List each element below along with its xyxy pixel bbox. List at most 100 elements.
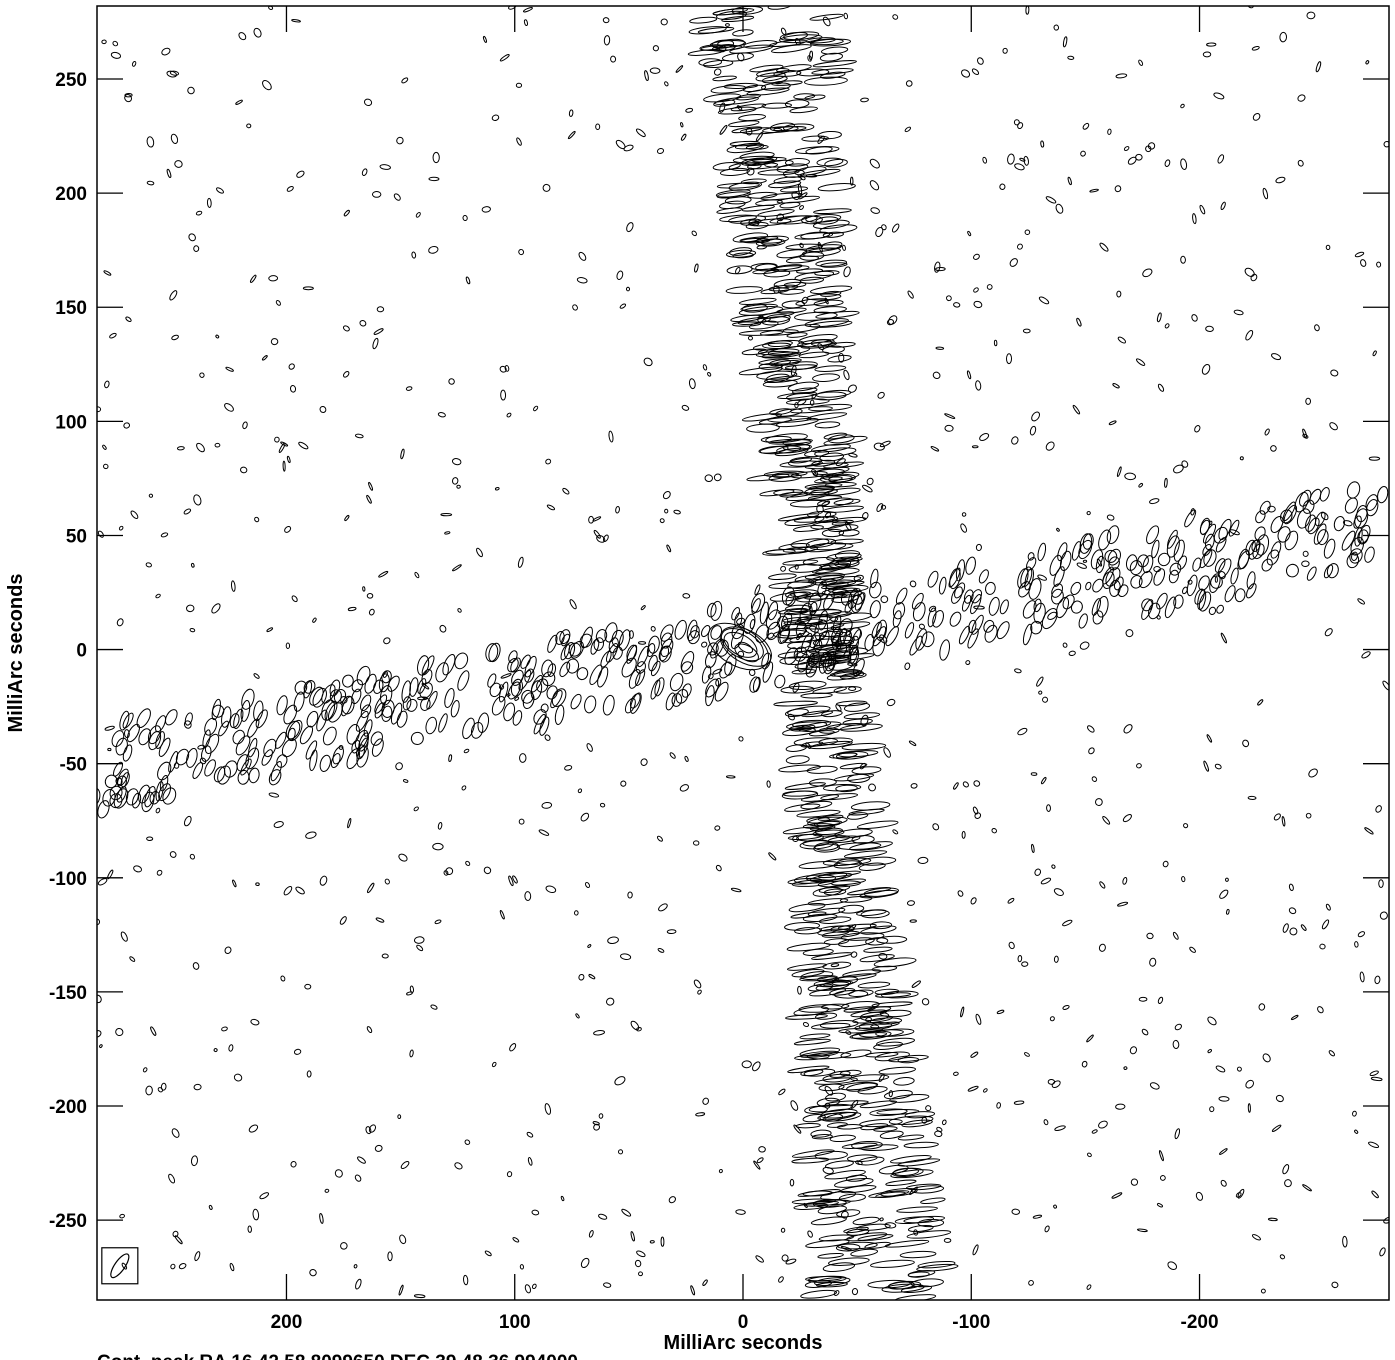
contour <box>363 719 373 737</box>
contour <box>817 1111 856 1121</box>
contour <box>562 487 570 495</box>
contour <box>555 630 565 645</box>
contour <box>681 404 690 411</box>
contour <box>1234 588 1246 603</box>
contour <box>514 696 520 701</box>
contour <box>338 744 344 750</box>
contour <box>773 70 802 77</box>
contour <box>438 713 448 733</box>
contour <box>680 122 684 128</box>
contour <box>697 26 735 34</box>
contour <box>814 365 847 372</box>
contour <box>109 793 123 809</box>
contour <box>1378 879 1384 888</box>
contour <box>1026 557 1037 571</box>
contour <box>716 207 743 214</box>
contour <box>208 1204 213 1210</box>
contour <box>1088 747 1095 755</box>
contour <box>463 1274 469 1286</box>
contour <box>860 97 869 103</box>
contour <box>521 689 534 704</box>
contour <box>881 224 887 231</box>
contour <box>761 238 783 246</box>
contour <box>1002 47 1008 54</box>
contour <box>247 1225 252 1233</box>
contour <box>107 869 114 880</box>
contour <box>807 1230 813 1238</box>
contour <box>650 679 661 700</box>
contour <box>1296 508 1311 529</box>
contour <box>439 624 447 633</box>
contour <box>901 1119 933 1128</box>
contour <box>1055 203 1064 214</box>
contour <box>971 445 979 449</box>
contour <box>796 632 802 641</box>
contour <box>1264 428 1270 436</box>
contour <box>125 316 132 323</box>
contour <box>509 1043 517 1052</box>
contour <box>1086 1284 1092 1290</box>
contour <box>342 371 350 378</box>
contour <box>1085 581 1092 591</box>
contour <box>668 1196 676 1204</box>
contour <box>1220 201 1226 211</box>
contour <box>773 488 804 496</box>
contour <box>820 46 849 55</box>
contour <box>261 749 273 766</box>
contour <box>465 860 471 866</box>
contour <box>363 98 373 107</box>
contour <box>170 1263 176 1270</box>
contour <box>448 378 455 385</box>
contour <box>794 38 801 46</box>
contour <box>1086 510 1091 516</box>
contour <box>194 1251 201 1262</box>
contour <box>614 1076 626 1086</box>
contour <box>801 135 829 142</box>
contour <box>784 99 810 109</box>
contour <box>1194 425 1201 433</box>
contour <box>996 1102 1001 1109</box>
contour <box>593 1123 600 1131</box>
contour <box>778 1088 786 1096</box>
contour <box>835 752 857 759</box>
contour <box>592 516 602 522</box>
contour <box>498 681 509 703</box>
contour <box>879 634 888 644</box>
contour <box>240 758 252 776</box>
contour <box>967 230 972 237</box>
contour <box>1055 596 1070 619</box>
contour <box>104 725 115 731</box>
contour <box>638 1271 643 1277</box>
contour <box>530 674 543 693</box>
contour <box>1214 558 1226 573</box>
contour <box>781 612 793 631</box>
contour <box>788 903 826 913</box>
contour <box>1108 420 1117 426</box>
contour <box>971 68 980 75</box>
contour <box>721 52 754 62</box>
contour <box>761 102 792 109</box>
contour <box>1164 596 1177 619</box>
contour <box>1011 1208 1021 1215</box>
contour <box>1137 554 1149 568</box>
contour <box>778 764 821 773</box>
contour <box>1183 823 1189 829</box>
contour <box>398 853 408 862</box>
contour <box>1208 606 1217 616</box>
contour <box>729 140 760 147</box>
contour <box>237 769 250 785</box>
contour <box>737 641 754 654</box>
contour <box>368 608 375 616</box>
contour <box>602 534 609 542</box>
contour <box>228 1044 234 1052</box>
contour <box>1207 1016 1217 1026</box>
contour <box>819 1113 844 1122</box>
contour <box>1076 317 1082 327</box>
contour <box>849 841 893 851</box>
contour <box>1013 1100 1025 1105</box>
contour <box>1070 581 1082 596</box>
contour <box>451 458 462 466</box>
contour <box>693 979 702 989</box>
contour <box>799 1033 831 1040</box>
contour <box>759 329 799 336</box>
